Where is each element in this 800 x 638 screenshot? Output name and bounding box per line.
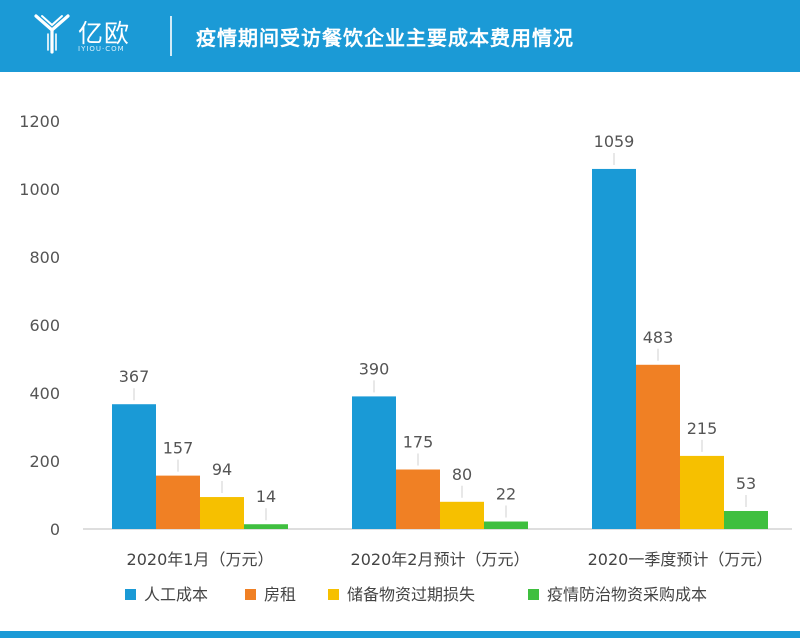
bar-4-cat-2	[484, 521, 528, 529]
legend-label-2: 房租	[264, 585, 296, 604]
x-tick-label: 2020年1月（万元）	[127, 550, 274, 569]
legend-swatch-2	[245, 589, 256, 600]
data-label: 390	[359, 359, 390, 378]
data-label: 1059	[594, 132, 635, 151]
y-tick-label: 400	[29, 384, 60, 403]
brand-logo-icon	[34, 14, 70, 54]
bar-3-cat-2	[440, 501, 484, 529]
y-tick-label: 600	[29, 316, 60, 335]
data-label: 14	[256, 487, 276, 506]
legend-swatch-3	[328, 589, 339, 600]
data-label: 175	[403, 433, 434, 452]
y-tick-label: 0	[50, 520, 60, 539]
header-divider	[170, 16, 172, 56]
data-label: 215	[687, 419, 718, 438]
brand-name: 亿欧	[78, 19, 131, 48]
y-tick-label: 800	[29, 248, 60, 267]
bar-3-cat-3	[680, 455, 724, 529]
header-bar: 亿欧 IYIOU·COM 疫情期间受访餐饮企业主要成本费用情况	[0, 0, 800, 72]
legend-swatch-4	[528, 589, 539, 600]
legend-label-4: 疫情防治物资采购成本	[547, 585, 707, 604]
bar-chart: 0 200 400 600 800 1000 1200 367 157 94 14 390 175 80 2…	[19, 112, 792, 604]
bar-4-cat-3	[724, 510, 768, 529]
bar-1-cat-3	[592, 168, 636, 529]
data-label: 483	[643, 328, 674, 347]
chart-title: 疫情期间受访餐饮企业主要成本费用情况	[196, 26, 574, 50]
data-label: 80	[452, 465, 472, 484]
data-label: 22	[496, 485, 516, 504]
footer-bar	[0, 631, 800, 638]
bar-4-cat-1	[244, 524, 288, 529]
data-label: 157	[163, 439, 194, 458]
bar-2-cat-2	[396, 469, 440, 529]
y-tick-label: 1200	[19, 112, 60, 131]
bar-1-cat-1	[112, 404, 156, 529]
y-tick-label: 1000	[19, 180, 60, 199]
y-tick-label: 200	[29, 452, 60, 471]
x-tick-label: 2020年2月预计（万元）	[351, 550, 530, 569]
bar-3-cat-1	[200, 497, 244, 529]
chart-area: 0 200 400 600 800 1000 1200 367 157 94 14 390 175 80 2…	[0, 72, 800, 638]
bar-1-cat-2	[352, 396, 396, 529]
brand-domain: IYIOU·COM	[78, 45, 125, 53]
legend-label-1: 人工成本	[144, 585, 208, 604]
legend-label-3: 储备物资过期损失	[347, 585, 475, 604]
x-tick-label: 2020一季度预计（万元）	[588, 550, 773, 569]
brand-logo: 亿欧 IYIOU·COM	[34, 10, 144, 62]
data-label: 94	[212, 460, 232, 479]
data-label: 367	[119, 367, 150, 386]
legend-swatch-1	[125, 589, 136, 600]
bar-2-cat-3	[636, 364, 680, 529]
bar-2-cat-1	[156, 475, 200, 529]
data-label: 53	[736, 474, 756, 493]
